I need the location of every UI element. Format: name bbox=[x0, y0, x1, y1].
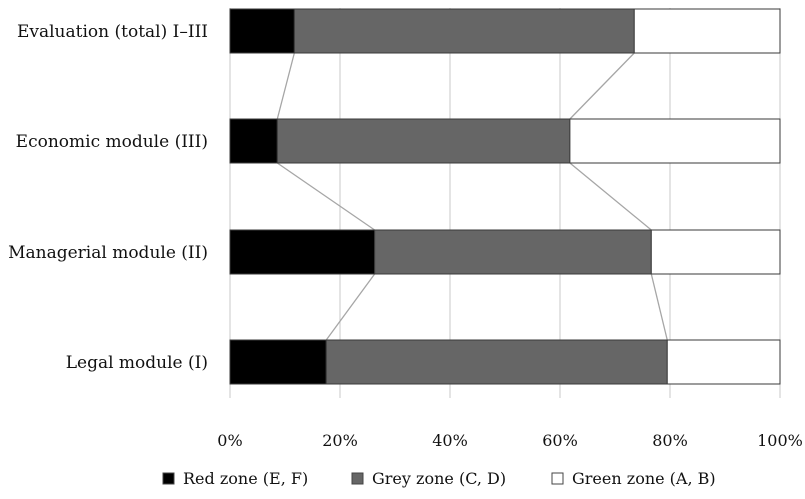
bar-managerial-module-ii-grey-zone-c-d bbox=[374, 229, 652, 275]
category-label: Legal module (I) bbox=[66, 353, 208, 373]
series-line-red-zone-e-f bbox=[325, 273, 376, 341]
legend: Red zone (E, F) Grey zone (C, D) Green zon… bbox=[162, 469, 716, 488]
x-tick-label: 60% bbox=[542, 431, 578, 450]
x-tick-label: 100% bbox=[757, 431, 803, 450]
bar-managerial-module-ii-green-zone-a-b bbox=[650, 229, 781, 275]
x-tick-label: 20% bbox=[322, 431, 358, 450]
bar-evaluation-total-i-iii-grey-zone-c-d bbox=[293, 8, 635, 54]
x-tick-label: 0% bbox=[217, 431, 242, 450]
bar-economic-module-iii-red-zone-e-f bbox=[229, 118, 278, 164]
bar-evaluation-total-i-iii-red-zone-e-f bbox=[229, 8, 295, 54]
category-labels: Evaluation (total) I–III Economic module … bbox=[8, 22, 208, 373]
x-tick-label: 40% bbox=[432, 431, 468, 450]
category-label: Managerial module (II) bbox=[8, 243, 208, 263]
series-line-red-zone-e-f bbox=[276, 52, 295, 120]
gridlines bbox=[229, 8, 781, 398]
series-line-grey-zone-c-d bbox=[650, 273, 668, 341]
legend-swatch-grey-zone-c-d bbox=[351, 472, 364, 485]
legend-label-grey-zone-c-d: Grey zone (C, D) bbox=[372, 469, 506, 488]
series-line-grey-zone-c-d bbox=[569, 162, 652, 231]
legend-swatch-green-zone-a-b bbox=[551, 472, 564, 485]
bar-managerial-module-ii-red-zone-e-f bbox=[229, 229, 376, 275]
bars bbox=[229, 8, 781, 385]
bar-legal-module-i-red-zone-e-f bbox=[229, 339, 327, 385]
bar-legal-module-i-grey-zone-c-d bbox=[325, 339, 668, 385]
x-tick-label: 80% bbox=[652, 431, 688, 450]
series-line-red-zone-e-f bbox=[276, 162, 376, 231]
series-connector-lines bbox=[276, 52, 668, 341]
x-axis-tick-labels: 0% 20% 40% 60% 80% 100% bbox=[217, 431, 803, 450]
legend-label-green-zone-a-b: Green zone (A, B) bbox=[572, 469, 716, 488]
series-line-grey-zone-c-d bbox=[569, 52, 635, 120]
bar-evaluation-total-i-iii-green-zone-a-b bbox=[633, 8, 781, 54]
bar-economic-module-iii-green-zone-a-b bbox=[569, 118, 781, 164]
legend-label-red-zone-e-f: Red zone (E, F) bbox=[183, 469, 308, 488]
category-label: Economic module (III) bbox=[16, 132, 208, 152]
legend-swatch-red-zone-e-f bbox=[162, 472, 175, 485]
category-label: Evaluation (total) I–III bbox=[17, 22, 208, 42]
bar-economic-module-iii-grey-zone-c-d bbox=[276, 118, 571, 164]
bar-legal-module-i-green-zone-a-b bbox=[666, 339, 781, 385]
